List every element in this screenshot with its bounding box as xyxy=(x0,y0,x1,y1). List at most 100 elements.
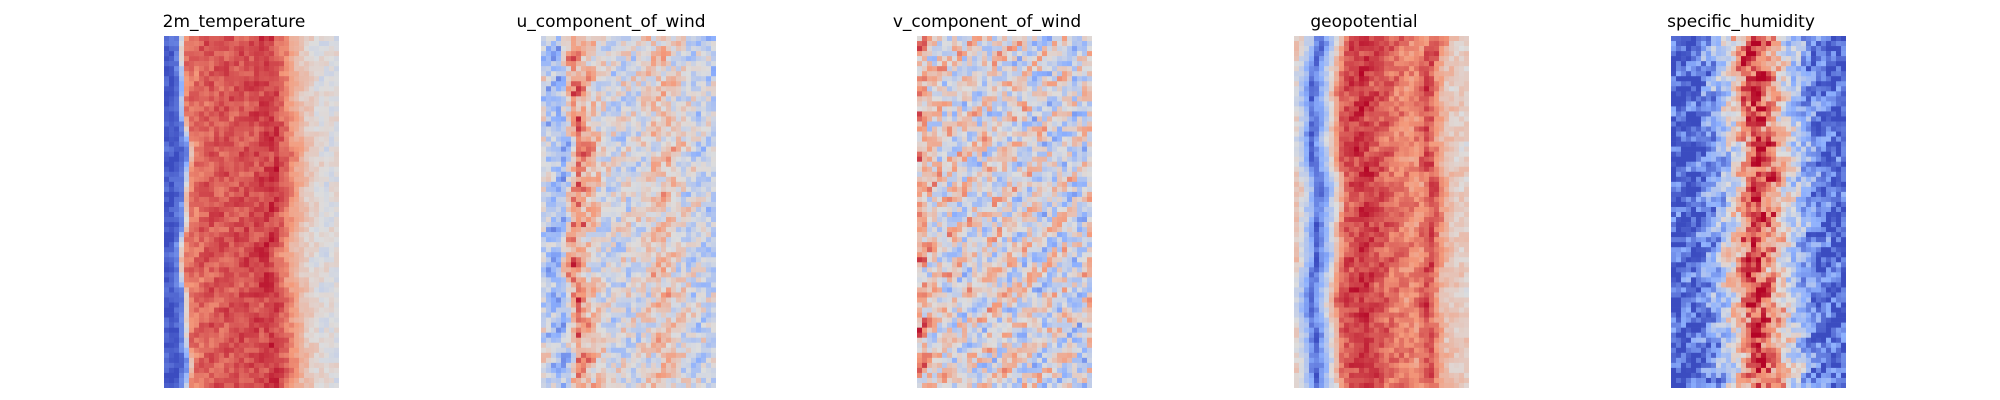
heatmap-cell xyxy=(666,377,672,384)
heatmap-cell xyxy=(254,181,260,188)
heatmap-cell xyxy=(204,136,210,142)
heatmap-cell xyxy=(546,191,552,198)
heatmap-cell xyxy=(249,312,255,318)
heatmap-cell xyxy=(334,121,339,127)
heatmap-cell xyxy=(289,242,295,248)
heatmap-cell xyxy=(224,116,230,122)
heatmap-cell xyxy=(711,71,716,77)
heatmap-cell xyxy=(249,171,255,178)
heatmap-cell xyxy=(606,91,612,97)
heatmap-cell xyxy=(711,141,716,147)
heatmap-cell xyxy=(269,121,275,127)
heatmap-cell xyxy=(551,96,557,102)
heatmap-cell xyxy=(952,41,958,47)
heatmap-cell xyxy=(164,237,170,243)
heatmap-cell xyxy=(596,337,602,344)
heatmap-cell xyxy=(576,61,582,67)
heatmap-cell xyxy=(651,212,657,218)
heatmap-cell xyxy=(274,352,280,359)
heatmap-cell xyxy=(259,332,265,339)
heatmap-cell xyxy=(199,247,205,253)
heatmap-cell xyxy=(556,181,562,188)
heatmap-cell xyxy=(299,161,305,168)
heatmap-cell xyxy=(701,212,707,218)
heatmap-cell xyxy=(294,347,300,354)
heatmap-cell xyxy=(314,237,320,243)
heatmap-cell xyxy=(651,46,657,52)
heatmap-cell xyxy=(646,237,652,243)
heatmap-cell xyxy=(329,237,335,243)
heatmap-cell xyxy=(581,362,587,369)
heatmap-cell xyxy=(204,41,210,47)
heatmap-cell xyxy=(686,302,692,308)
heatmap-cell xyxy=(626,382,632,388)
heatmap-cell xyxy=(596,126,602,132)
heatmap-cell xyxy=(269,347,275,354)
heatmap-cell xyxy=(686,377,692,384)
heatmap-cell xyxy=(169,81,175,87)
heatmap-cell xyxy=(611,126,617,132)
heatmap-cell xyxy=(661,101,667,107)
heatmap-cell xyxy=(541,196,547,203)
heatmap-cell xyxy=(676,121,682,127)
heatmap-cell xyxy=(541,96,547,102)
heatmap-cell xyxy=(334,327,339,333)
heatmap-cell xyxy=(586,71,592,77)
heatmap-cell xyxy=(334,307,339,313)
heatmap-cell xyxy=(309,171,315,178)
heatmap-cell xyxy=(606,252,612,258)
heatmap-cell xyxy=(701,196,707,203)
heatmap-cell xyxy=(324,61,330,67)
heatmap-cell xyxy=(706,71,712,77)
heatmap-cell xyxy=(661,41,667,47)
heatmap-cell xyxy=(319,237,325,243)
heatmap-cell xyxy=(581,357,587,364)
heatmap-cell xyxy=(591,337,597,344)
heatmap-cell xyxy=(701,332,707,339)
heatmap-cell xyxy=(249,166,255,173)
heatmap-cell xyxy=(586,196,592,203)
heatmap-cell xyxy=(184,257,190,263)
heatmap-cell xyxy=(621,36,627,42)
heatmap-cell xyxy=(656,352,662,359)
heatmap-cell xyxy=(324,297,330,303)
heatmap-cell xyxy=(666,372,672,379)
heatmap-cell xyxy=(269,232,275,238)
heatmap-cell xyxy=(676,191,682,198)
heatmap-cell xyxy=(546,367,552,374)
heatmap-cell xyxy=(631,212,637,218)
heatmap-cell xyxy=(294,66,300,72)
heatmap-cell xyxy=(626,317,632,323)
heatmap-cell xyxy=(199,91,205,97)
heatmap-cell xyxy=(696,66,702,72)
heatmap-cell xyxy=(294,131,300,137)
heatmap-cell xyxy=(179,272,185,278)
heatmap-cell xyxy=(621,151,627,157)
heatmap-cell xyxy=(566,332,572,339)
heatmap-cell xyxy=(209,131,215,137)
heatmap-cell xyxy=(696,257,702,263)
heatmap-cell xyxy=(164,106,170,112)
heatmap-cell xyxy=(616,237,622,243)
heatmap-cell xyxy=(691,171,697,178)
heatmap-cell xyxy=(164,201,170,208)
heatmap-cell xyxy=(174,297,180,303)
heatmap-cell xyxy=(229,51,235,57)
heatmap-cell xyxy=(219,307,225,313)
heatmap-cell xyxy=(606,76,612,82)
heatmap-cell xyxy=(234,111,240,117)
heatmap-cell xyxy=(706,307,712,313)
heatmap-cell xyxy=(219,51,225,57)
heatmap-cell xyxy=(546,362,552,369)
heatmap-cell xyxy=(314,252,320,258)
heatmap-cell xyxy=(294,91,300,97)
heatmap-cell xyxy=(229,262,235,268)
heatmap-cell xyxy=(189,136,195,142)
heatmap-cell xyxy=(319,146,325,152)
heatmap-cell xyxy=(214,131,220,137)
heatmap-cell xyxy=(269,201,275,208)
heatmap-cell xyxy=(334,382,339,388)
heatmap-cell xyxy=(269,292,275,298)
heatmap-cell xyxy=(179,46,185,52)
heatmap-cell xyxy=(294,46,300,52)
